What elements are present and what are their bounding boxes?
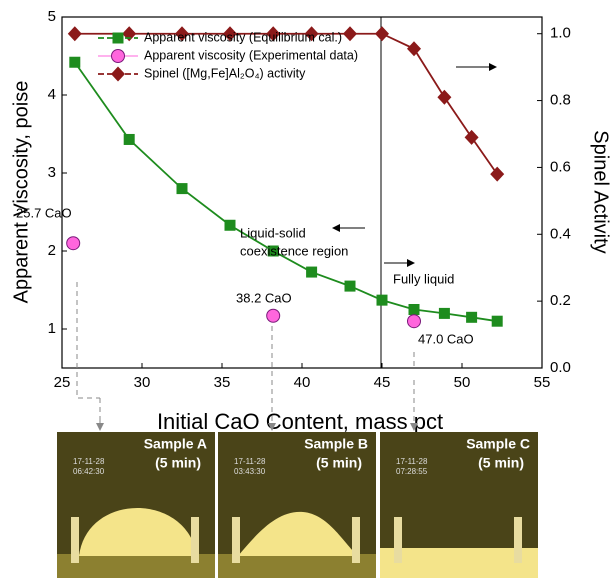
y-tick-label: 1 — [48, 320, 56, 337]
photo-time: (5 min) — [316, 455, 362, 471]
y2-tick-label: 0.4 — [550, 225, 571, 242]
chart: Apparent Viscosity, poise Spinel Activit… — [0, 0, 616, 578]
y-axis-label: Apparent Viscosity, poise — [10, 81, 32, 304]
legend-marker — [112, 50, 125, 63]
x-tick-label: 35 — [214, 374, 231, 391]
marker — [343, 26, 357, 41]
y-tick-label: 5 — [48, 8, 56, 25]
marker — [122, 26, 136, 41]
marker — [306, 267, 317, 278]
marker — [490, 167, 504, 182]
photo-title: Sample B — [304, 436, 368, 452]
x-tick-label: 40 — [294, 374, 311, 391]
pin — [514, 517, 522, 563]
marker — [492, 316, 503, 327]
y-tick-label: 2 — [48, 242, 56, 259]
annotation: coexistence region — [240, 243, 348, 258]
y2-tick-label: 0.0 — [550, 359, 571, 376]
photo-stamp: 06:42:30 — [73, 467, 105, 476]
marker — [375, 26, 389, 41]
x-tick-label: 30 — [134, 374, 151, 391]
pin — [191, 517, 199, 563]
marker — [407, 41, 421, 56]
annotation: 47.0 CaO — [418, 331, 474, 346]
marker — [267, 309, 280, 322]
marker — [465, 130, 479, 145]
photo-stamp: 07:28:55 — [396, 467, 428, 476]
annotation: Liquid-solid — [240, 225, 306, 240]
photo-time: (5 min) — [155, 455, 201, 471]
y2-tick-label: 0.8 — [550, 92, 571, 109]
photo-title: Sample C — [466, 436, 530, 452]
guide-arrow — [77, 282, 100, 428]
pin — [394, 517, 402, 563]
x-axis-label: Initial CaO Content, mass pct — [157, 409, 443, 434]
y2-tick-label: 1.0 — [550, 25, 571, 42]
photo-stamp: 03:43:30 — [234, 467, 266, 476]
marker — [408, 315, 421, 328]
marker — [377, 295, 388, 306]
photo-title: Sample A — [144, 436, 207, 452]
x-tick-label: 55 — [534, 374, 551, 391]
y-tick-label: 3 — [48, 164, 56, 181]
annotation: Fully liquid — [393, 271, 454, 286]
marker — [177, 183, 188, 194]
y2-axis-label: Spinel Activity — [590, 130, 612, 253]
marker — [124, 134, 135, 145]
marker — [466, 312, 477, 323]
marker — [225, 220, 236, 231]
marker — [68, 26, 82, 41]
legend-marker — [111, 67, 125, 82]
photo-stamp: 17-11-28 — [234, 457, 266, 466]
legend-label: Spinel ([Mg,Fe]Al₂O₄) activity — [144, 66, 306, 80]
marker — [345, 281, 356, 292]
legend-label: Apparent viscosity (Experimental data) — [144, 48, 358, 62]
legend-marker — [113, 33, 124, 44]
marker — [439, 308, 450, 319]
x-tick-label: 50 — [454, 374, 471, 391]
y2-tick-label: 0.2 — [550, 292, 571, 309]
y2-tick-label: 0.6 — [550, 158, 571, 175]
annotation: 38.2 CaO — [236, 290, 292, 305]
photo-stamp: 17-11-28 — [73, 457, 105, 466]
pin — [232, 517, 240, 563]
marker — [69, 57, 80, 68]
marker — [67, 237, 80, 250]
photo-stamp: 17-11-28 — [396, 457, 428, 466]
marker — [437, 90, 451, 105]
pin — [71, 517, 79, 563]
marker — [409, 304, 420, 315]
legend-label: Apparent viscosity (Equilibrium cal.) — [144, 30, 342, 44]
x-tick-label: 45 — [374, 374, 391, 391]
x-tick-label: 25 — [54, 374, 71, 391]
photo-time: (5 min) — [478, 455, 524, 471]
annotation: 25.7 CaO — [16, 205, 72, 220]
y-tick-label: 4 — [48, 86, 56, 103]
pin — [352, 517, 360, 563]
